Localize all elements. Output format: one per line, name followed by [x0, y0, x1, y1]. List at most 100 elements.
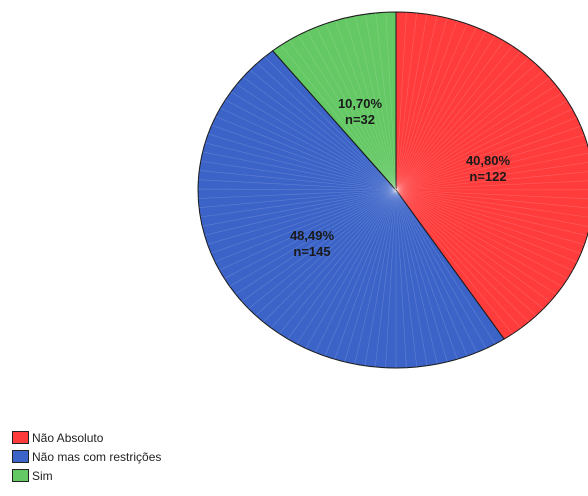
pie-slice-texture-line: [208, 133, 397, 191]
pie-slice-labels: 40,80%n=122 48,49%n=145 10,70%n=32: [290, 96, 511, 259]
pie-slice-texture-line: [219, 189, 397, 271]
pie-slice-texture-line: [305, 189, 397, 349]
pie-slice-texture-line: [395, 189, 588, 237]
pie-slice-texture-line: [202, 151, 397, 191]
pie-slice-texture-line: [385, 12, 397, 191]
pie-slice-texture-line: [225, 99, 397, 191]
pie-slice-texture-line: [235, 189, 397, 295]
pie-slice-texture-line: [395, 57, 529, 191]
pie-slice-texture-line: [215, 116, 397, 191]
pie-slice-texture-line: [395, 20, 458, 191]
pie-slice-texture-line: [324, 189, 397, 357]
pie-slice-texture-line: [395, 40, 505, 191]
pie-slice-texture-line: [395, 189, 573, 271]
pie-slice-texture-line: [385, 189, 397, 368]
slice-label-n-nao-absoluto: n=122: [469, 169, 506, 184]
pie-slice-texture-line: [395, 15, 438, 191]
slice-label-pct-nao-absoluto: 40,80%: [466, 153, 511, 168]
pie-slice-texture-line: [395, 51, 521, 191]
legend-swatch-nao-absoluto: [12, 431, 29, 444]
pie-slice-texture-line: [395, 189, 428, 366]
pie-slice-texture-line: [395, 189, 522, 329]
pie-slice-texture-line: [395, 189, 496, 345]
pie-slice-texture-line: [395, 189, 513, 335]
pie-slice-texture-line: [229, 189, 397, 287]
pie-slice-texture-line: [395, 143, 588, 191]
pie-slice-texture-line: [395, 189, 588, 209]
pie-slice-texture-line: [395, 189, 458, 360]
pie-slice-texture-line: [395, 189, 544, 310]
pie-slice-texture-line: [335, 20, 397, 191]
pie-slice-texture-line: [395, 171, 588, 191]
legend-swatch-nao-mas-com-restricoes: [12, 450, 29, 463]
pie-slice-texture-line: [395, 189, 588, 200]
pie-slice-texture-line: [241, 189, 397, 302]
pie-slice-texture-line: [198, 189, 397, 199]
pie-slice-nao-mas-com-restricoes: [197, 50, 505, 369]
pie-slice-nao-absoluto: [395, 11, 588, 340]
pie-slice-texture-line: [395, 108, 573, 191]
pie-slice-texture-line: [287, 189, 397, 340]
pie-slice-texture-line: [344, 189, 397, 362]
pie-slice-texture-line: [200, 160, 397, 191]
pie-slice-texture-line: [204, 142, 397, 191]
pie-slice-texture-line: [395, 23, 468, 191]
pie-slice-texture-line: [211, 124, 397, 191]
pie-slice-texture-line: [289, 39, 397, 191]
pie-slice-texture-line: [202, 189, 397, 227]
pie-slice-texture-line: [395, 189, 568, 280]
pie-slice-texture-line: [395, 189, 582, 254]
pie-slice-texture-line: [395, 14, 428, 191]
pie-slice-texture-line: [279, 189, 397, 334]
pie-slice-sim: [271, 11, 397, 192]
pie-slices: [197, 11, 588, 369]
pie-slice-texture-line: [375, 12, 397, 191]
pie-slice-texture-line: [200, 189, 397, 218]
pie-slice-texture-line: [242, 76, 397, 191]
pie-slice-texture-line: [395, 63, 537, 191]
pie-slice-texture-line: [264, 56, 397, 191]
legend-swatch-sim: [12, 469, 29, 482]
legend-item-nao-mas-com-restricoes: Não mas com restrições: [12, 447, 161, 466]
pie-slice-texture-line: [296, 189, 397, 345]
pie-slice-texture-line: [236, 84, 397, 191]
legend-label-nao-mas-com-restricoes: Não mas com restrições: [32, 449, 162, 464]
pie-slice-texture-line: [270, 189, 397, 329]
pie-slice-texture-line: [395, 100, 568, 191]
pie-slice-texture-line: [395, 134, 585, 191]
pie-slice-texture-line: [280, 45, 397, 191]
pie-slice-texture-line: [297, 35, 397, 191]
pie-slice-texture-line: [395, 180, 588, 191]
pie-slice-texture-line: [314, 189, 397, 353]
pie-slice-texture-line: [214, 189, 397, 263]
slice-label-n-sim: n=32: [345, 112, 375, 127]
legend-label-sim: Sim: [32, 468, 53, 483]
pie-slice-texture-line: [198, 189, 397, 209]
pie-slice-texture-line: [395, 12, 417, 191]
pie-slice-texture-line: [395, 189, 478, 353]
pie-slice-texture-line: [395, 77, 550, 191]
pie-slice-texture-line: [364, 189, 397, 366]
pie-slice-texture-line: [395, 189, 407, 368]
pie-slice-texture-line: [395, 189, 585, 246]
pie-slice-texture-line: [395, 189, 448, 362]
pie-slice-texture-line: [220, 107, 397, 191]
pie-slice-texture-line: [395, 189, 487, 349]
pie-slice-texture-line: [395, 189, 529, 323]
pie-slice-texture-line: [355, 15, 397, 191]
legend-item-sim: Sim: [12, 466, 161, 485]
pie-slice-texture-line: [395, 189, 537, 316]
pie-slice-texture-line: [395, 189, 551, 303]
pie-slice-texture-line: [210, 189, 397, 254]
pie-slice-texture-line: [248, 189, 397, 309]
pie-slice-texture-line: [207, 189, 397, 245]
pie-slice-texture-line: [395, 189, 588, 218]
pie-slice-texture-line: [395, 35, 496, 191]
pie-slice-texture-line: [395, 189, 418, 368]
pie-slice-texture-line: [345, 17, 397, 191]
pie-slice-texture-line: [395, 189, 557, 295]
legend-label-nao-absoluto: Não Absoluto: [32, 430, 104, 445]
pie-slice-texture-line: [256, 62, 397, 191]
pie-slice-texture-line: [197, 188, 397, 191]
